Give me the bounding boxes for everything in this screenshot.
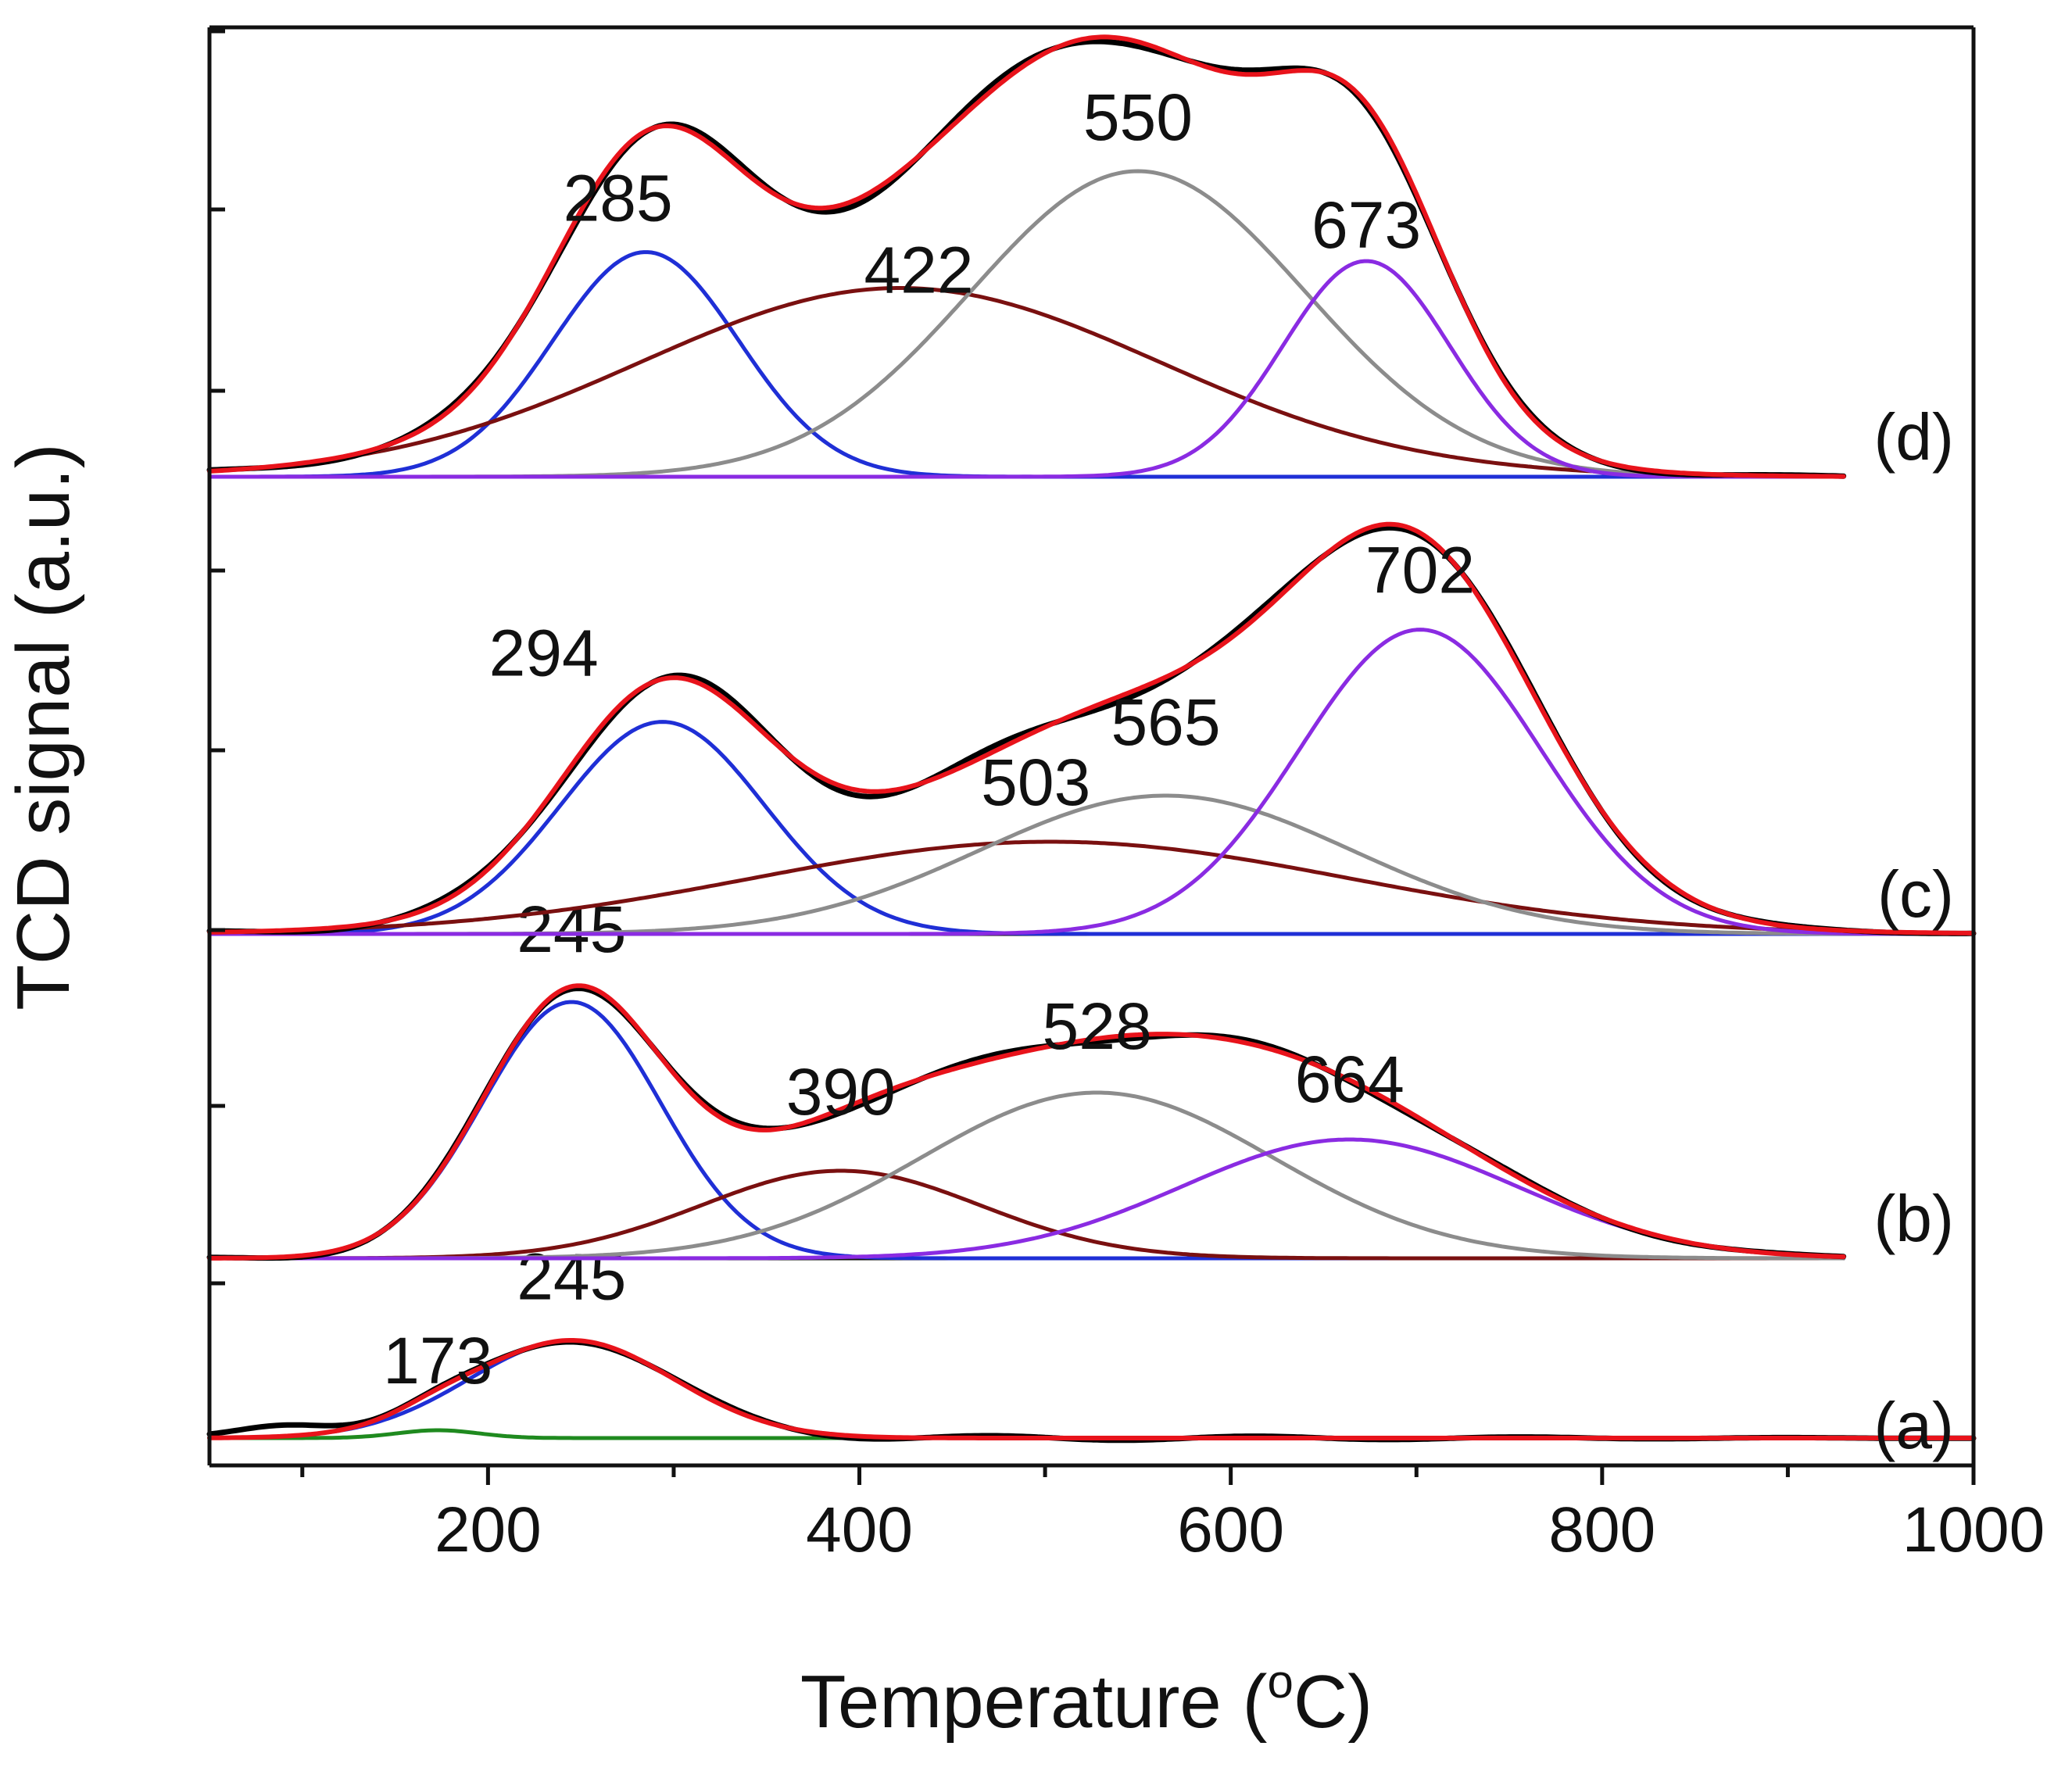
panels-layer: 173245(a)245390528664(b)294503565702(c)2… xyxy=(206,34,1977,1468)
fit-peak-673 xyxy=(207,259,1846,479)
x-tick-label: 800 xyxy=(1548,1494,1655,1565)
fit-envelope-curve xyxy=(207,34,1846,479)
fit-envelope-curve xyxy=(207,1338,1976,1440)
peak-label-565: 565 xyxy=(1111,685,1220,759)
panel-d: 285 422 550 673 (d) xyxy=(206,34,1954,479)
x-tick-label: 600 xyxy=(1177,1494,1284,1565)
peak-label-702: 702 xyxy=(1365,533,1475,606)
x-axis-title: Temperature (oC) xyxy=(800,1655,1372,1744)
peak-label-173: 173 xyxy=(383,1324,492,1397)
peak-label-390: 390 xyxy=(786,1055,896,1129)
peak-label-550: 550 xyxy=(1083,80,1193,154)
fit-peak-390 xyxy=(207,1168,1846,1261)
peak-label-285: 285 xyxy=(564,161,673,234)
fit-peak-422 xyxy=(207,286,1846,479)
peak-label-503: 503 xyxy=(981,746,1090,819)
fit-peak-550 xyxy=(207,169,1846,479)
y-axis-title: TCD signal (a.u.) xyxy=(2,443,85,1011)
panel-label: (a) xyxy=(1873,1389,1954,1462)
fit-envelope-curve xyxy=(207,983,1846,1261)
fit-peak-528 xyxy=(207,1090,1846,1261)
measured-curve xyxy=(206,38,1847,479)
x-tick-label: 200 xyxy=(435,1494,542,1565)
fit-peak-294 xyxy=(207,720,1976,936)
fit-peak-565 xyxy=(207,793,1976,936)
panel-label: (d) xyxy=(1873,400,1954,474)
fit-envelope-curve xyxy=(207,521,1976,936)
x-tick-label: 400 xyxy=(806,1494,913,1565)
fit-peak-702 xyxy=(207,628,1976,936)
peak-label-664: 664 xyxy=(1295,1043,1405,1116)
x-tick-label: 1000 xyxy=(1902,1494,2045,1565)
peak-label-528: 528 xyxy=(1043,989,1152,1063)
fit-peak-664 xyxy=(207,1137,1846,1261)
peak-label-294: 294 xyxy=(489,617,599,690)
axis-layer: 200 400 600 800 1000 xyxy=(207,25,2045,1565)
fit-peak-503 xyxy=(207,839,1976,936)
panel-c: 294 503 565 702 (c) xyxy=(206,521,1977,936)
peak-label-673: 673 xyxy=(1312,188,1421,262)
fit-peak-285 xyxy=(207,250,1846,479)
measured-curve xyxy=(206,524,1977,936)
degree-superscript: o xyxy=(1267,1655,1293,1708)
panel-label: (c) xyxy=(1877,857,1954,931)
panel-label: (b) xyxy=(1873,1182,1954,1255)
peak-label-422: 422 xyxy=(864,233,973,306)
